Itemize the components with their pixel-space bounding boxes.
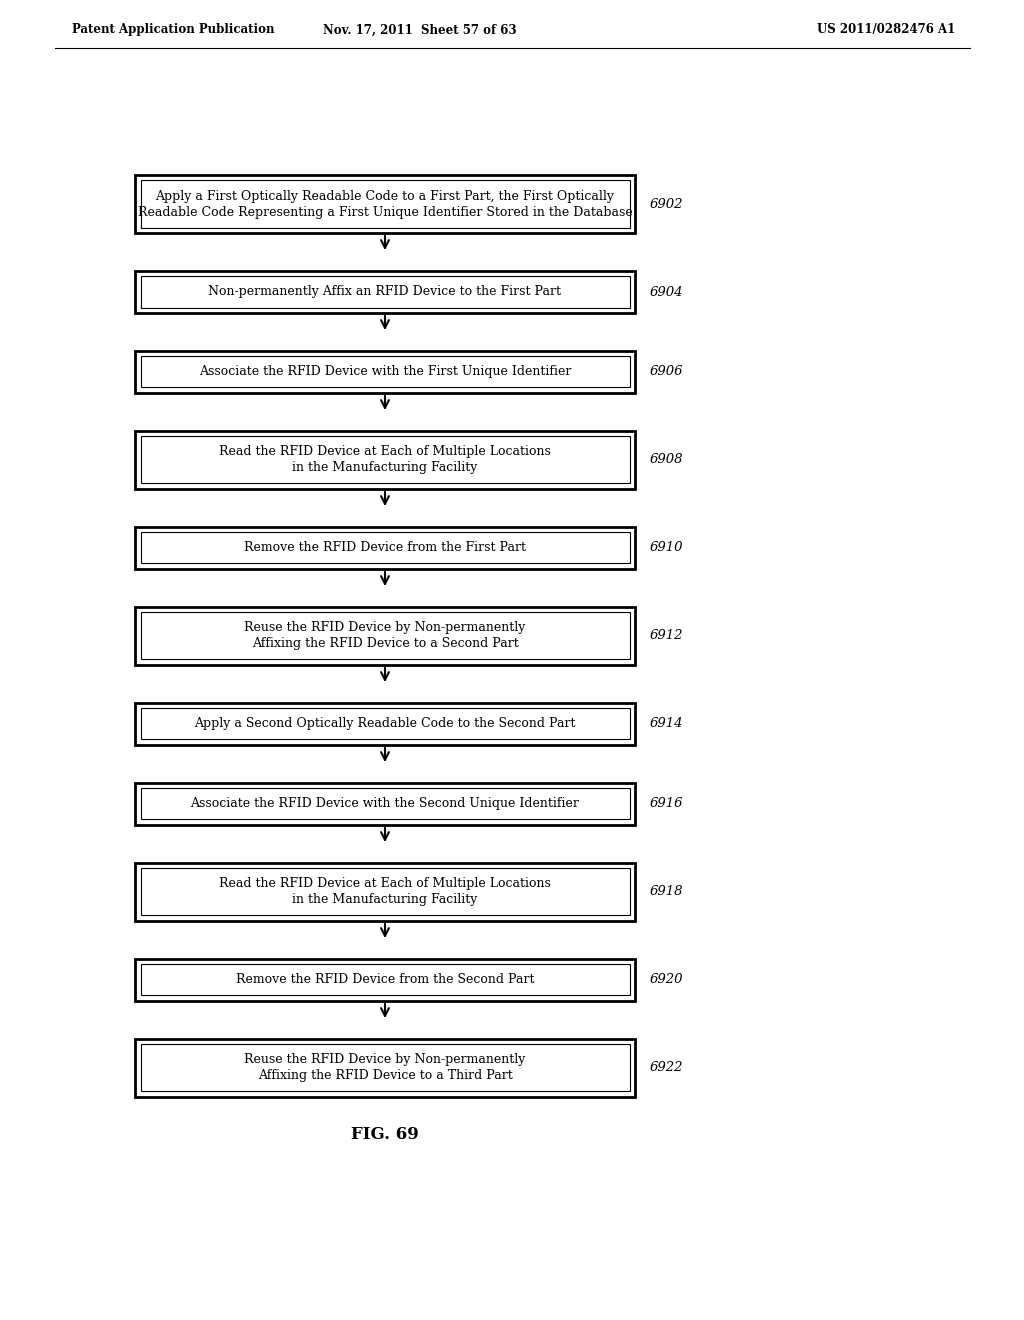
Text: 6908: 6908	[650, 454, 683, 466]
Text: 6906: 6906	[650, 366, 683, 379]
Text: FIG. 69: FIG. 69	[351, 1126, 419, 1143]
Text: Associate the RFID Device with the First Unique Identifier: Associate the RFID Device with the First…	[199, 366, 571, 379]
Text: 6922: 6922	[650, 1061, 683, 1074]
Text: 6916: 6916	[650, 797, 683, 810]
Bar	[135, 607, 635, 665]
Text: Reuse the RFID Device by Non-permanently
Affixing the RFID Device to a Third Par: Reuse the RFID Device by Non-permanently…	[245, 1053, 525, 1082]
Text: Apply a Second Optically Readable Code to the Second Part: Apply a Second Optically Readable Code t…	[195, 718, 575, 730]
Bar	[140, 356, 630, 388]
Text: Reuse the RFID Device by Non-permanently
Affixing the RFID Device to a Second Pa: Reuse the RFID Device by Non-permanently…	[245, 622, 525, 651]
Bar	[135, 960, 635, 1001]
Bar	[140, 869, 630, 916]
Bar	[135, 1039, 635, 1097]
Bar	[135, 704, 635, 744]
Text: Read the RFID Device at Each of Multiple Locations
in the Manufacturing Facility: Read the RFID Device at Each of Multiple…	[219, 878, 551, 907]
Text: 6920: 6920	[650, 973, 683, 986]
Bar	[140, 612, 630, 660]
Bar	[140, 532, 630, 564]
Bar	[140, 276, 630, 308]
Bar	[140, 709, 630, 739]
Text: Remove the RFID Device from the Second Part: Remove the RFID Device from the Second P…	[236, 973, 535, 986]
Text: Apply a First Optically Readable Code to a First Part, the First Optically
Reada: Apply a First Optically Readable Code to…	[137, 190, 633, 219]
Bar	[135, 863, 635, 921]
Text: Remove the RFID Device from the First Part: Remove the RFID Device from the First Pa…	[244, 541, 526, 554]
Bar	[140, 437, 630, 483]
Bar	[140, 181, 630, 227]
Bar	[140, 1044, 630, 1092]
Text: 6912: 6912	[650, 630, 683, 643]
Bar	[135, 527, 635, 569]
Bar	[140, 788, 630, 820]
Bar	[135, 432, 635, 488]
Bar	[135, 271, 635, 313]
Bar	[135, 176, 635, 234]
Text: 6910: 6910	[650, 541, 683, 554]
Text: US 2011/0282476 A1: US 2011/0282476 A1	[817, 24, 955, 37]
Bar	[135, 783, 635, 825]
Text: Associate the RFID Device with the Second Unique Identifier: Associate the RFID Device with the Secon…	[190, 797, 580, 810]
Text: Non-permanently Affix an RFID Device to the First Part: Non-permanently Affix an RFID Device to …	[209, 285, 561, 298]
Bar	[140, 965, 630, 995]
Text: 6902: 6902	[650, 198, 683, 210]
Text: 6918: 6918	[650, 886, 683, 899]
Text: Read the RFID Device at Each of Multiple Locations
in the Manufacturing Facility: Read the RFID Device at Each of Multiple…	[219, 445, 551, 474]
Text: Nov. 17, 2011  Sheet 57 of 63: Nov. 17, 2011 Sheet 57 of 63	[324, 24, 517, 37]
Text: Patent Application Publication: Patent Application Publication	[72, 24, 274, 37]
Text: 6904: 6904	[650, 285, 683, 298]
Bar	[135, 351, 635, 393]
Text: 6914: 6914	[650, 718, 683, 730]
